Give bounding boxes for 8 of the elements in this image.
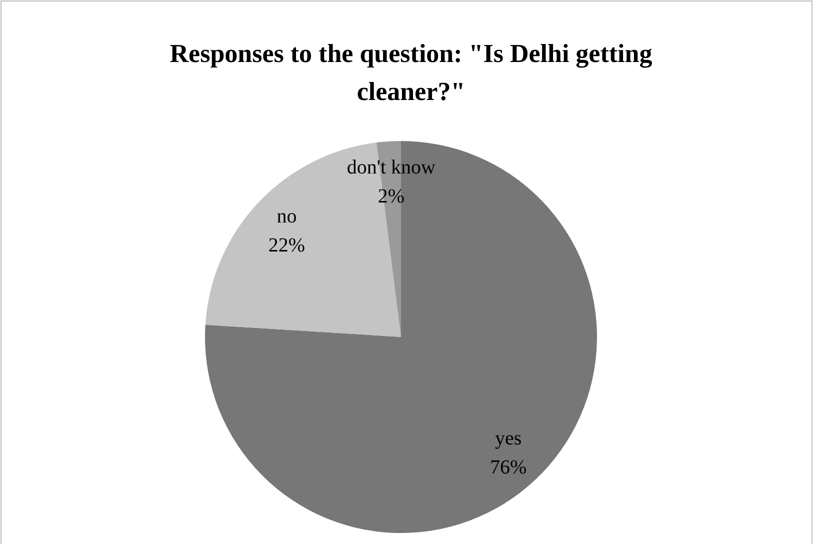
slice-label: don't know (346, 156, 436, 179)
pie-slice (205, 141, 597, 533)
data-label: 2% (378, 186, 404, 208)
slice-label: yes (495, 427, 522, 450)
chart-title: Responses to the question: "Is Delhi getting cleaner?" (170, 39, 652, 106)
data-label: 76% (490, 456, 527, 478)
data-label: 22% (268, 234, 306, 257)
slice-label: no (276, 206, 297, 228)
